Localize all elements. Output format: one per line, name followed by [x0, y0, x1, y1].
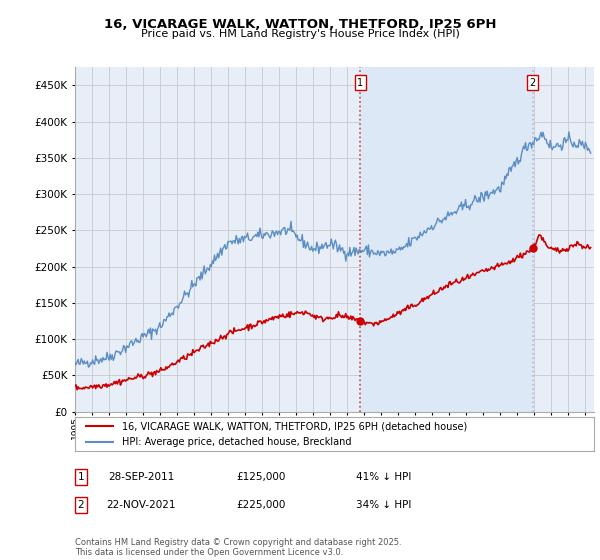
Text: Price paid vs. HM Land Registry's House Price Index (HPI): Price paid vs. HM Land Registry's House … — [140, 29, 460, 39]
Text: 1: 1 — [77, 472, 85, 482]
Text: 2: 2 — [77, 500, 85, 510]
Text: £225,000: £225,000 — [236, 500, 286, 510]
Text: 28-SEP-2011: 28-SEP-2011 — [108, 472, 174, 482]
Text: 34% ↓ HPI: 34% ↓ HPI — [356, 500, 412, 510]
Text: Contains HM Land Registry data © Crown copyright and database right 2025.
This d: Contains HM Land Registry data © Crown c… — [75, 538, 401, 557]
Text: HPI: Average price, detached house, Breckland: HPI: Average price, detached house, Brec… — [122, 437, 351, 447]
Text: 2: 2 — [530, 78, 536, 88]
Text: 41% ↓ HPI: 41% ↓ HPI — [356, 472, 412, 482]
Text: 22-NOV-2021: 22-NOV-2021 — [106, 500, 176, 510]
Text: 1: 1 — [357, 78, 363, 88]
Text: 16, VICARAGE WALK, WATTON, THETFORD, IP25 6PH: 16, VICARAGE WALK, WATTON, THETFORD, IP2… — [104, 18, 496, 31]
Bar — [360, 67, 533, 412]
Text: 16, VICARAGE WALK, WATTON, THETFORD, IP25 6PH (detached house): 16, VICARAGE WALK, WATTON, THETFORD, IP2… — [122, 421, 467, 431]
Text: £125,000: £125,000 — [236, 472, 286, 482]
